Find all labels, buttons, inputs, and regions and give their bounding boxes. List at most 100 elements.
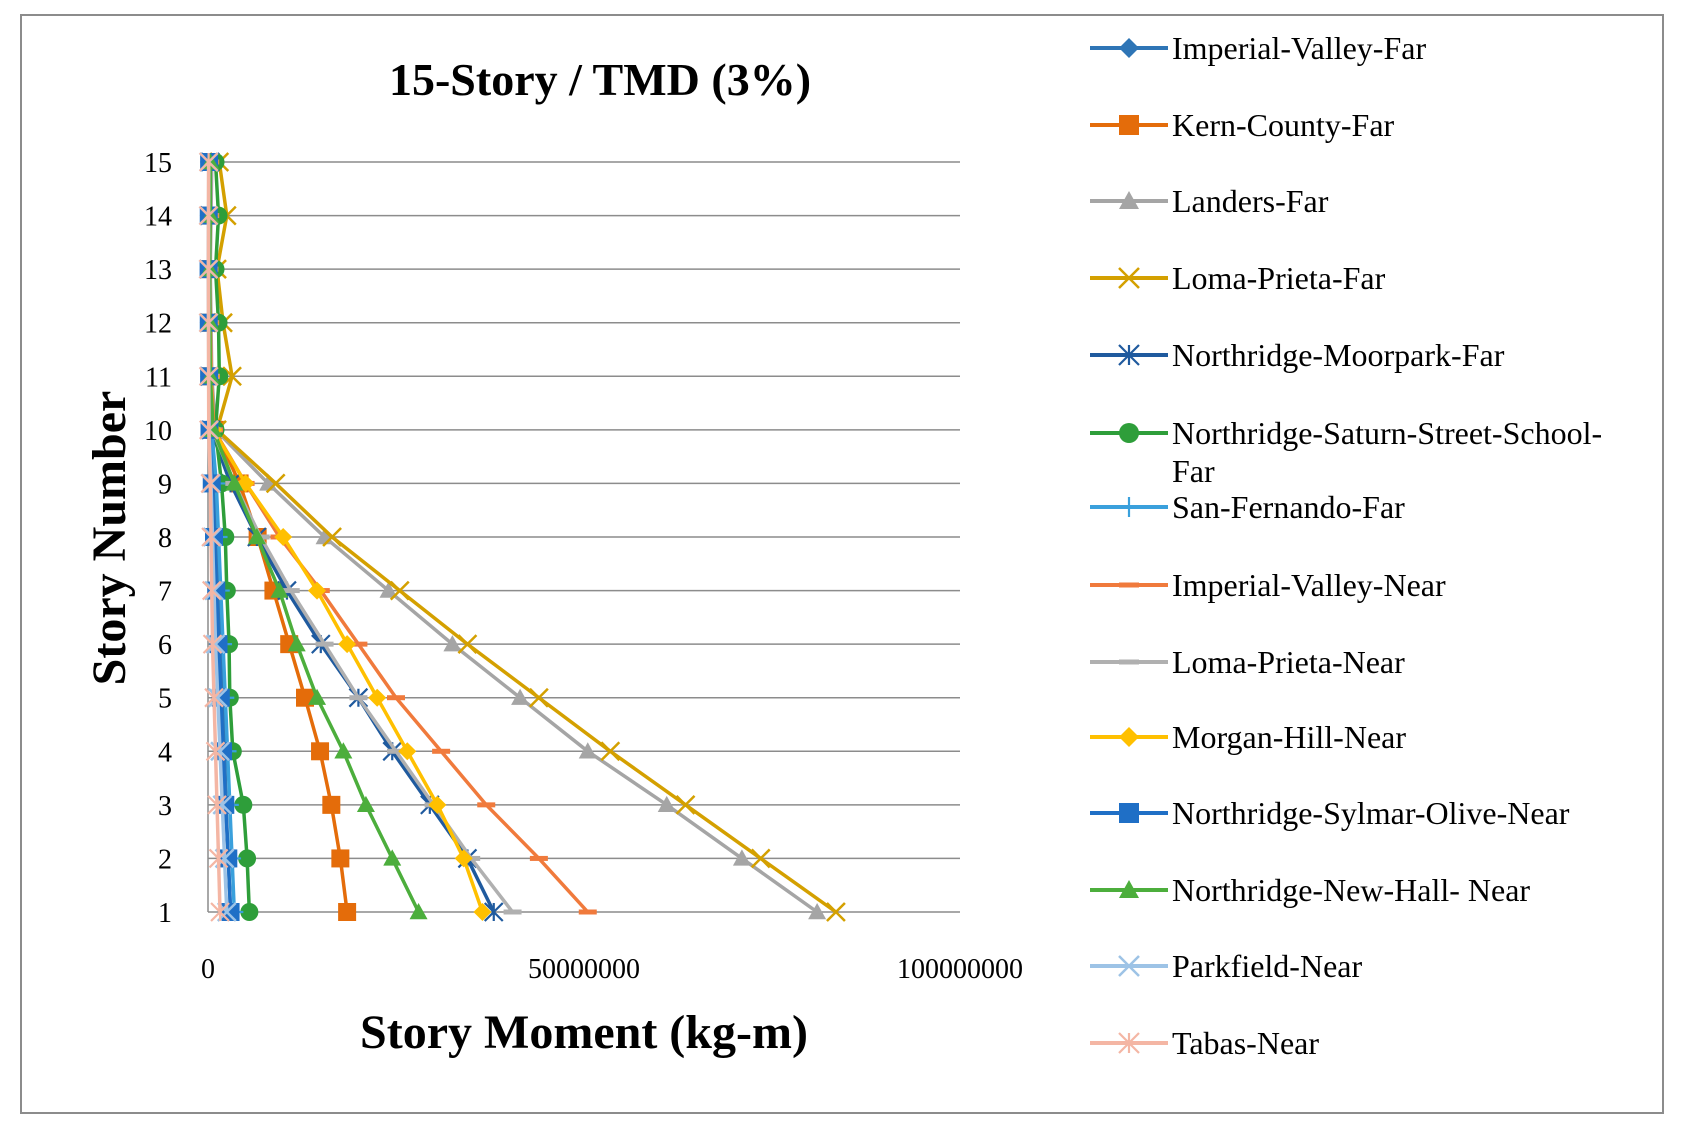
- series-tabas-near: [198, 152, 230, 922]
- data-point: [1119, 582, 1139, 588]
- data-point: [198, 366, 219, 387]
- y-tick-label: 10: [144, 416, 172, 447]
- data-point: [315, 641, 334, 647]
- data-point: [308, 688, 327, 705]
- y-tick-label: 6: [158, 630, 172, 661]
- data-point: [379, 581, 398, 598]
- y-tick-label: 15: [144, 148, 172, 179]
- data-point: [578, 742, 597, 759]
- data-point: [225, 474, 244, 491]
- data-point: [528, 687, 549, 708]
- data-point: [281, 588, 300, 594]
- data-point: [503, 909, 522, 915]
- data-point: [1118, 955, 1140, 977]
- data-point: [240, 903, 259, 921]
- legend-entry: Tabas-Near: [1090, 1025, 1319, 1061]
- legend-label: Kern-County-Far: [1172, 107, 1395, 143]
- data-point: [349, 695, 368, 701]
- y-axis-title: Story Number: [83, 391, 136, 686]
- legend-entry: San-Fernando-Far: [1090, 489, 1405, 525]
- data-point: [826, 902, 846, 922]
- data-point: [432, 748, 451, 754]
- data-point: [409, 903, 428, 920]
- data-point: [270, 581, 289, 598]
- data-point: [1119, 115, 1139, 135]
- data-point: [247, 528, 266, 545]
- x-axis-title: Story Moment (kg-m): [360, 1006, 808, 1059]
- y-tick-label: 8: [158, 523, 172, 554]
- data-point: [454, 849, 473, 868]
- legend-label: Parkfield-Near: [1172, 948, 1362, 984]
- legend-label: Northridge-Sylmar-Olive-Near: [1172, 795, 1570, 831]
- data-point: [1118, 1032, 1140, 1054]
- data-point: [204, 687, 224, 708]
- y-tick-label: 5: [158, 684, 172, 715]
- data-point: [732, 849, 751, 866]
- legend: Imperial-Valley-Far Kern-County-Far Lander…: [1090, 30, 1602, 1061]
- data-point: [356, 795, 375, 813]
- chart-frame: [20, 14, 1664, 1114]
- legend-entry: Imperial-Valley-Near: [1090, 567, 1446, 603]
- data-point: [296, 688, 315, 707]
- legend-entry: Loma-Prieta-Far: [1090, 260, 1386, 296]
- data-point: [338, 635, 357, 654]
- legend-label: Loma-Prieta-Near: [1172, 644, 1405, 680]
- data-point: [198, 152, 219, 172]
- data-point: [208, 848, 229, 869]
- data-point: [198, 420, 219, 440]
- data-point: [207, 687, 228, 708]
- data-point: [349, 641, 368, 647]
- legend-entry: Northridge-Sylmar-Olive-Near: [1090, 795, 1570, 831]
- data-point: [477, 802, 496, 808]
- data-point: [198, 312, 219, 333]
- data-point: [1119, 423, 1139, 443]
- legend-label: San-Fernando-Far: [1172, 489, 1405, 525]
- data-point: [238, 849, 257, 868]
- legend-entry: Northridge-Saturn-Street-School-Far: [1090, 415, 1602, 489]
- data-point: [202, 634, 223, 654]
- legend-label: Imperial-Valley-Far: [1172, 30, 1426, 66]
- data-point: [657, 795, 676, 813]
- y-tick-label: 12: [144, 309, 172, 340]
- data-point: [221, 903, 240, 921]
- data-point: [338, 903, 357, 921]
- data-point: [265, 473, 286, 494]
- data-point: [600, 741, 621, 762]
- data-point: [457, 634, 478, 655]
- data-point: [322, 527, 342, 547]
- data-point: [198, 259, 219, 279]
- data-point: [1118, 267, 1140, 289]
- data-point: [308, 581, 327, 600]
- data-point: [675, 794, 696, 815]
- data-point: [198, 205, 219, 226]
- legend-label: Imperial-Valley-Near: [1172, 567, 1446, 603]
- legend-label: Northridge-Moorpark-Far: [1172, 337, 1505, 373]
- data-point: [1119, 38, 1139, 58]
- data-point: [207, 795, 227, 815]
- data-point: [201, 527, 221, 547]
- y-tick-label: 14: [144, 202, 172, 233]
- data-point: [200, 473, 221, 494]
- y-tick-label: 9: [158, 469, 172, 500]
- legend-entry: Parkfield-Near: [1090, 948, 1362, 984]
- y-tick-label: 1: [158, 898, 172, 929]
- x-tick-label: 100000000: [897, 954, 1023, 985]
- legend-entry: Imperial-Valley-Far: [1090, 30, 1426, 66]
- legend-label: Landers-Far: [1172, 183, 1329, 219]
- data-point: [1119, 803, 1139, 823]
- data-point: [1119, 727, 1139, 747]
- y-tick-label: 2: [158, 844, 172, 875]
- data-point: [216, 795, 235, 814]
- data-point: [331, 849, 350, 868]
- legend-label: Morgan-Hill-Near: [1172, 719, 1406, 755]
- data-point: [578, 909, 597, 915]
- legend-entry: Northridge-New-Hall- Near: [1090, 872, 1530, 908]
- series-group: [198, 152, 846, 922]
- data-point: [205, 634, 226, 655]
- data-point: [473, 903, 492, 921]
- data-point: [311, 742, 330, 761]
- legend-entry: Landers-Far: [1090, 183, 1329, 219]
- legend-label: Northridge-Saturn-Street-School-Far: [1172, 415, 1602, 489]
